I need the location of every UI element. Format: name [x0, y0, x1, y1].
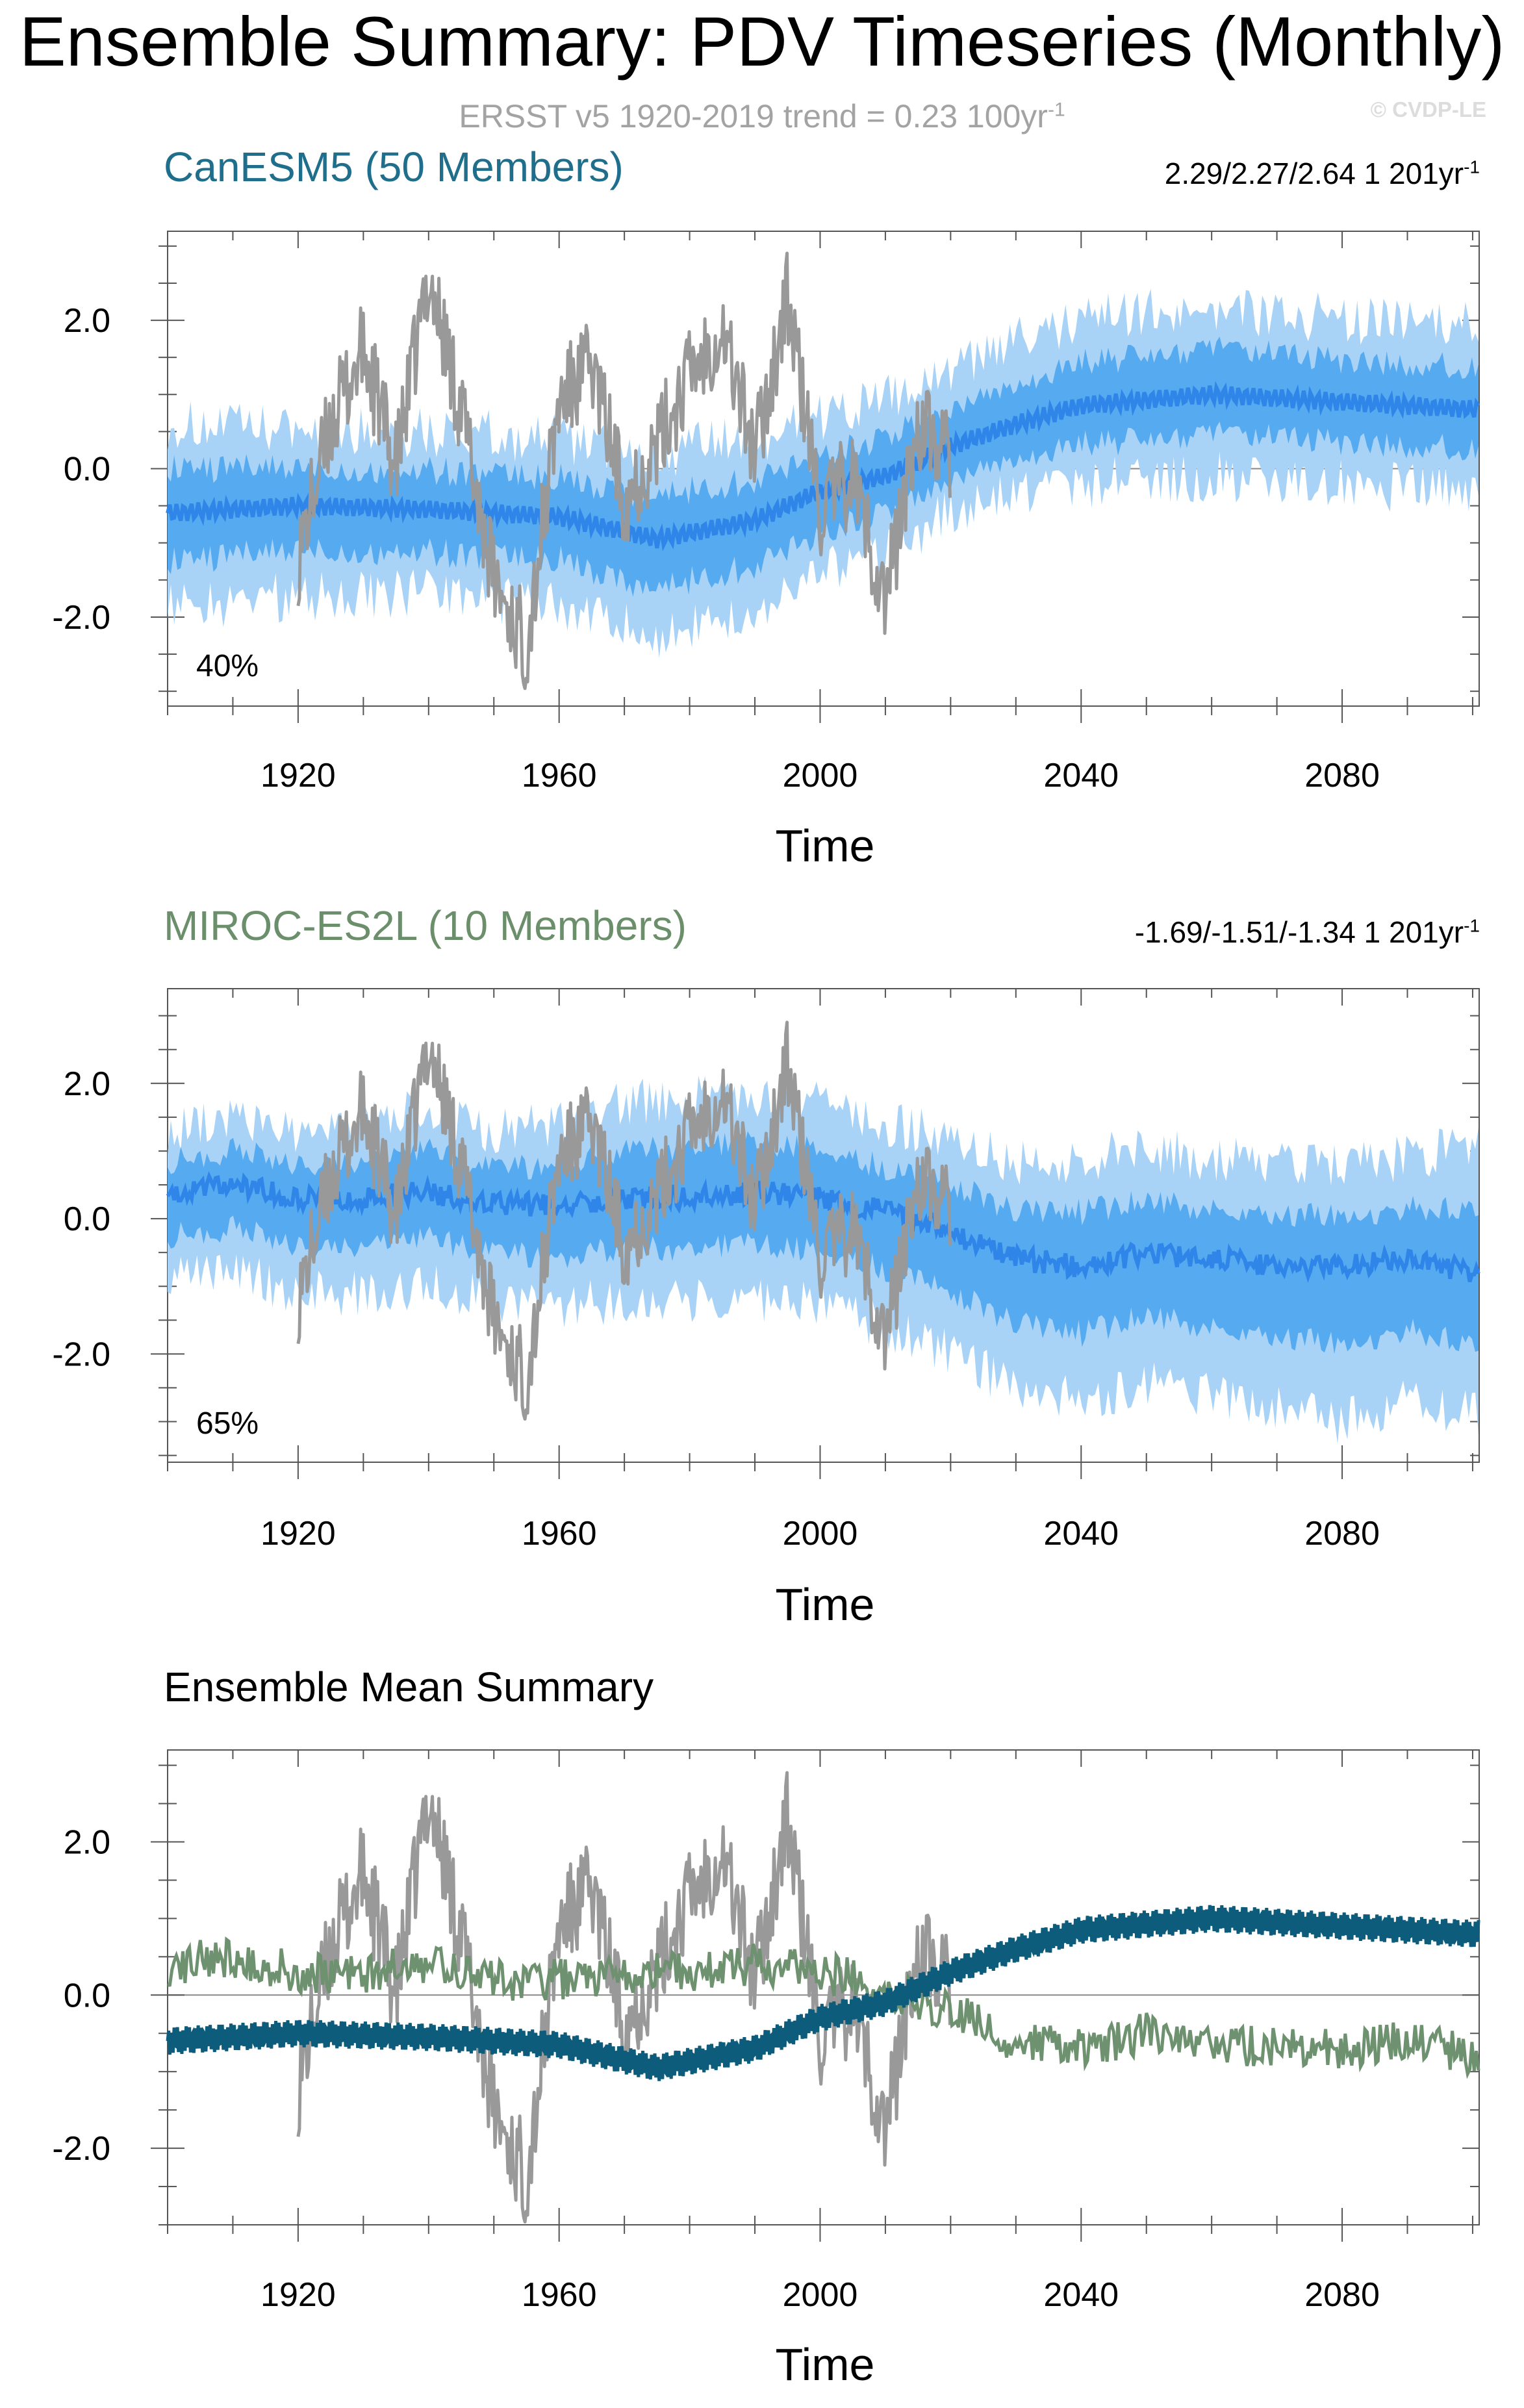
- miroc-x-axis-title: Time: [775, 1579, 875, 1630]
- ensemble-mean-line: [166, 1171, 1480, 1283]
- y-tick-label: -2.0: [52, 2130, 110, 2168]
- x-tick-label: 2080: [1304, 757, 1380, 794]
- ensemble-mean-line: [166, 381, 1480, 551]
- observations-trend-subtitle: ERSST v5 1920-2019 trend = 0.23 100yr-1: [0, 97, 1524, 135]
- miroc-percent-label: 65%: [196, 1406, 259, 1441]
- canesm5-trend-text: 2.29/2.27/2.64 1 201yr: [1164, 157, 1464, 190]
- miroc-ensemble-mean-line: [167, 1936, 1480, 2079]
- plot-frame: [167, 1749, 1480, 2225]
- miroc-trend-sup: -1: [1464, 915, 1480, 936]
- x-tick-label: 2080: [1304, 2276, 1380, 2314]
- canesm5-ensemble-mean-line: [166, 1905, 1480, 2081]
- panel-1-chart: 2.0 0.0 -2.0 1920 1960 2000 2040 2080: [52, 988, 1480, 1553]
- x-tick-label: 1920: [260, 757, 336, 794]
- x-tick-label: 1960: [522, 2276, 597, 2314]
- x-tick-label: 1920: [260, 2276, 336, 2314]
- canesm5-trend-sup: -1: [1464, 157, 1480, 177]
- x-tick-label: 1960: [522, 757, 597, 794]
- y-tick-label: -2.0: [52, 1336, 110, 1373]
- x-tick-label: 2000: [783, 1515, 858, 1553]
- canesm5-trend-label: 2.29/2.27/2.64 1 201yr-1: [1165, 156, 1480, 191]
- x-tick-label: 1960: [522, 1515, 597, 1553]
- miroc-trend-text: -1.69/-1.51/-1.34 1 201yr: [1134, 915, 1464, 949]
- panel-0-chart: 2.0 0.0 -2.0 1920 1960 2000 2040 2080: [52, 231, 1480, 794]
- copyright-label: © CVDP-LE: [1370, 97, 1486, 121]
- x-tick-label: 2040: [1043, 1515, 1119, 1553]
- y-tick-label: -2.0: [52, 599, 110, 637]
- miroc-panel-title: MIROC-ES2L (10 Members): [164, 902, 687, 949]
- page-title: Ensemble Summary: PDV Timeseries (Monthl…: [19, 2, 1505, 81]
- ensemble-interquartile-band: [168, 1131, 1479, 1354]
- subtitle-text: ERSST v5 1920-2019 trend = 0.23 100yr: [459, 98, 1048, 134]
- canesm5-percent-label: 40%: [196, 649, 259, 683]
- observations-line: [296, 1771, 952, 2224]
- y-tick-label: 0.0: [64, 1200, 110, 1238]
- ensemble-mean-x-axis-title: Time: [775, 2339, 875, 2390]
- canesm5-x-axis-title: Time: [775, 820, 875, 871]
- x-tick-label: 1920: [260, 1515, 336, 1553]
- ensemble-mean-panel-title: Ensemble Mean Summary: [164, 1664, 654, 1710]
- y-tick-label: 0.0: [64, 451, 110, 488]
- x-tick-label: 2040: [1043, 2276, 1119, 2314]
- y-tick-label: 2.0: [64, 302, 110, 340]
- x-tick-label: 2040: [1043, 757, 1119, 794]
- panel-2-chart: 2.0 0.0 -2.0 1920 1960 2000 2040 2080: [52, 1749, 1480, 2314]
- x-tick-label: 2000: [783, 2276, 858, 2314]
- y-tick-label: 2.0: [64, 1065, 110, 1103]
- y-tick-label: 2.0: [64, 1823, 110, 1861]
- observations-line: [296, 1020, 952, 1421]
- canesm5-panel-title: CanESM5 (50 Members): [164, 144, 624, 190]
- x-tick-label: 2080: [1304, 1515, 1380, 1553]
- x-tick-label: 2000: [783, 757, 858, 794]
- miroc-trend-label: -1.69/-1.51/-1.34 1 201yr-1: [1135, 915, 1480, 950]
- observations-line: [296, 251, 952, 691]
- subtitle-superscript: -1: [1047, 99, 1065, 121]
- y-tick-label: 0.0: [64, 1977, 110, 2014]
